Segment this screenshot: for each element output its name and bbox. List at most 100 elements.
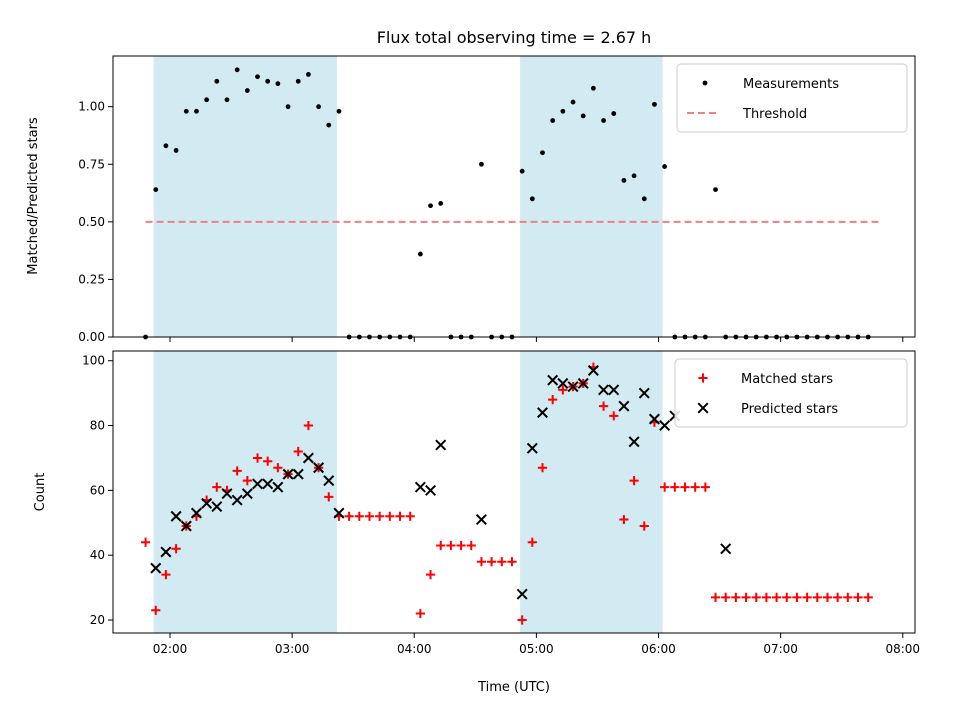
predicted-stars-marker — [241, 488, 253, 500]
predicted-stars-marker — [201, 497, 213, 509]
matched-stars-marker — [212, 482, 222, 492]
measurements-marker — [275, 81, 281, 87]
measurements-marker — [255, 74, 260, 80]
measurements-marker — [224, 97, 230, 103]
matched-stars-marker — [761, 592, 772, 602]
matched-stars-marker — [446, 540, 456, 551]
predicted-stars-marker — [557, 377, 569, 389]
measurements-marker — [326, 122, 332, 128]
legend-matched-stars-swatch — [698, 373, 708, 383]
measurements-marker — [285, 104, 291, 110]
top-panel-ratio: 0.00 0.25 0.50 0.75 1.00 Matched/Predicted st… — [26, 55, 916, 344]
measurements-marker — [519, 168, 525, 174]
top-y-tick-label: 0.50 — [78, 215, 105, 229]
legend-predicted-stars-swatch — [697, 402, 709, 414]
matched-stars-marker — [171, 544, 181, 554]
measurements-marker — [540, 150, 545, 156]
matched-stars-marker — [425, 570, 436, 580]
matched-stars-marker — [252, 453, 263, 463]
top-shaded-interval-1 — [520, 56, 663, 337]
x-tick-label: 03:00 — [275, 642, 310, 656]
matched-stars-marker — [680, 482, 690, 492]
bottom-panel-counts: 20 40 60 80 100 02:00 03:00 04:00 05:00 06:00 07:0… — [33, 350, 920, 656]
bottom-y-tick-label: 80 — [90, 419, 105, 433]
predicted-stars-marker — [190, 507, 202, 519]
predicted-stars-marker — [628, 436, 640, 448]
bottom-shaded-interval-1 — [520, 351, 663, 633]
measurements-marker — [652, 101, 657, 107]
measurements-marker — [621, 177, 627, 183]
matched-stars-marker — [324, 492, 334, 502]
predicted-stars-marker — [598, 384, 610, 396]
top-y-tick-label: 1.00 — [78, 100, 105, 114]
matched-stars-marker — [395, 511, 405, 521]
matched-stars-marker — [609, 411, 619, 421]
x-tick-label: 05:00 — [519, 642, 554, 656]
predicted-stars-marker — [333, 507, 345, 519]
matched-stars-marker — [639, 521, 649, 531]
matched-stars-marker — [161, 570, 171, 580]
matched-stars-marker — [354, 511, 364, 521]
matched-stars-marker — [700, 482, 710, 492]
matched-stars-marker — [812, 592, 822, 602]
matched-stars-marker — [385, 511, 395, 521]
predicted-stars-marker — [526, 442, 538, 454]
measurements-marker — [641, 196, 647, 202]
top-y-tick-label: 0.25 — [78, 272, 105, 286]
top-y-tick-label: 0.75 — [78, 157, 105, 171]
matched-stars-marker — [751, 592, 761, 602]
top-axes-frame — [112, 55, 916, 338]
measurements-marker — [611, 111, 617, 116]
measurements-marker — [570, 99, 576, 105]
predicted-stars-marker — [231, 494, 243, 506]
matched-stars-marker — [273, 463, 283, 473]
matched-stars-marker — [507, 557, 517, 567]
legend-measurements-swatch — [702, 80, 708, 86]
x-tick-label: 07:00 — [763, 642, 798, 656]
matched-stars-marker — [690, 482, 700, 492]
measurements-marker — [662, 164, 668, 169]
measurements-marker — [417, 251, 423, 257]
bottom-axes-frame — [112, 350, 916, 634]
top-y-tick-label: 0.00 — [78, 330, 105, 344]
matched-stars-marker — [670, 482, 680, 492]
measurements-marker — [336, 108, 342, 114]
x-tick-label: 02:00 — [153, 642, 188, 656]
legend-matched-stars-label: Matched stars — [741, 372, 833, 387]
matched-stars-marker — [537, 463, 548, 473]
matched-stars-marker — [782, 592, 792, 602]
x-tick-label: 04:00 — [397, 642, 432, 656]
predicted-stars-marker — [180, 520, 192, 532]
predicted-stars-marker — [414, 481, 426, 493]
measurements-marker — [194, 108, 199, 114]
matched-stars-marker — [843, 592, 853, 602]
matched-stars-marker — [619, 514, 629, 525]
x-tick-label: 08:00 — [885, 642, 920, 656]
bottom-y-axis-label: Count — [33, 473, 48, 512]
matched-stars-marker — [375, 511, 385, 521]
predicted-stars-marker — [618, 400, 630, 412]
matched-stars-marker — [527, 537, 537, 547]
bottom-y-tick-label: 20 — [90, 613, 105, 627]
matched-stars-marker — [436, 540, 446, 551]
x-tick-label: 06:00 — [641, 642, 676, 656]
matched-stars-marker — [741, 592, 751, 602]
measurements-marker — [265, 78, 271, 84]
matched-stars-marker — [660, 482, 670, 492]
measurements-marker — [713, 187, 718, 192]
matched-stars-marker — [822, 592, 833, 602]
legend-measurements-label: Measurements — [743, 77, 839, 92]
matched-stars-marker — [558, 385, 568, 395]
predicted-stars-marker — [536, 407, 549, 419]
matched-stars-marker — [629, 476, 639, 486]
matched-stars-marker — [263, 456, 273, 466]
predicted-stars-marker — [638, 387, 650, 399]
measurements-marker — [295, 78, 301, 84]
predicted-stars-marker — [567, 381, 579, 393]
measurements-marker — [234, 67, 240, 73]
predicted-stars-marker — [587, 364, 599, 376]
measurements-marker — [204, 97, 210, 103]
bottom-legend-box — [674, 358, 908, 428]
measurements-marker — [428, 203, 433, 209]
